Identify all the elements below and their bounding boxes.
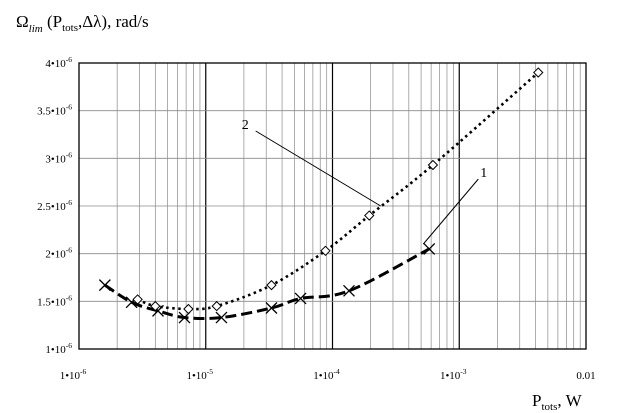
y-tick-label: 3•10-6 [45,150,72,165]
x-tick-label: 1•10-6 [60,367,87,382]
title-p-sub: tots [62,22,78,34]
x-tick-label: 1•10-3 [440,367,467,382]
series-1-line [104,247,430,321]
title-omega-sub: lim [29,23,43,35]
series-1-point [265,302,278,314]
series-2-point [266,279,277,291]
tick-labels: 1•10-6 1.5•10-6 2•10-6 2.5•10-6 3•10-6 3.5•10… [37,55,595,382]
series-2-point [183,303,194,315]
series-2-point [150,300,161,312]
xlabel-rest: , W [557,391,582,410]
series-2-point [364,210,375,221]
series-1-point [98,279,111,292]
series-2-line [137,71,540,311]
title-omega: Ω [16,12,29,31]
series-2-point [211,300,222,312]
chart-title: Ωlim (Ptots,Δλ), rad/s [16,12,149,35]
x-axis-label: Ptots, W [532,391,583,413]
x-tick-label: 1•10-5 [186,367,213,382]
y-tick-label: 1•10-6 [45,341,72,356]
series-2-point [132,294,143,305]
annotations: 21 [242,118,487,245]
series-1-point [215,311,228,324]
y-tick-label: 2.5•10-6 [37,198,72,213]
series-1-point [423,242,436,255]
xlabel-sub: tots [541,401,557,413]
grid [79,63,586,349]
series-2-point [320,245,331,257]
plot-frame [78,62,587,350]
series-2-point [427,159,439,171]
series-2 [132,67,544,315]
series-1 [98,242,436,324]
x-tick-label: 0.01 [576,370,595,382]
series-1-point [343,284,355,297]
annotation-label: 1 [480,166,487,181]
xlabel-main: P [532,391,541,410]
y-tick-label: 4•10-6 [45,55,72,70]
series-layer [98,67,544,324]
y-tick-label: 1.5•10-6 [37,293,72,308]
title-open: (P [43,12,62,31]
annotation-leader [422,178,479,245]
y-tick-label: 3.5•10-6 [37,103,72,118]
title-rest: ,Δλ), rad/s [78,12,149,31]
series-1-point [294,292,307,305]
x-tick-label: 1•10-4 [313,367,340,382]
y-tick-label: 2•10-6 [45,246,72,261]
annotation-label: 2 [242,118,249,133]
series-2-point [533,67,544,78]
annotation-leader [255,130,381,207]
